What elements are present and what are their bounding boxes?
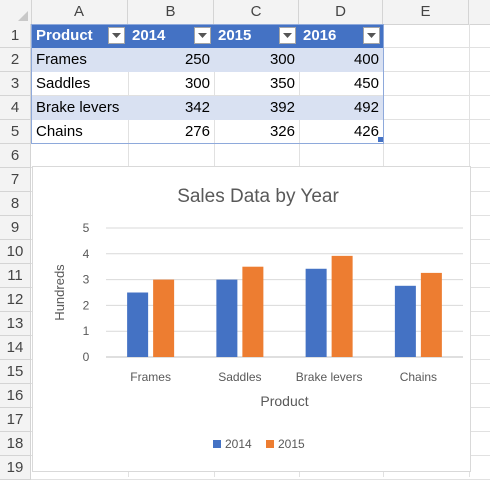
table-cell-value[interactable]: 342 — [128, 96, 214, 120]
table-header-label: 2015 — [218, 27, 252, 44]
filter-dropdown-button[interactable] — [363, 27, 380, 44]
row-header[interactable]: 19 — [0, 456, 31, 480]
row-header[interactable]: 17 — [0, 408, 31, 432]
bar-2015-saddles — [242, 266, 264, 357]
chevron-down-icon — [112, 33, 121, 38]
chart-canvas: Sales Data by Year 0 1 2 3 4 5 Hundreds Frames Sa… — [52, 186, 463, 451]
table-cell-value[interactable]: 350 — [269, 75, 295, 92]
chart[interactable]: Sales Data by Year 0 1 2 3 4 5 Hundreds Frames Sa… — [32, 166, 471, 472]
bar-2015-chains — [420, 272, 442, 357]
y-tick-label: 1 — [83, 324, 90, 338]
legend-label-2014: 2014 — [225, 437, 252, 451]
chevron-down-icon — [367, 33, 376, 38]
row-header[interactable]: 10 — [0, 240, 31, 264]
table-cell-value[interactable]: 326 — [269, 123, 295, 140]
table-cell-value[interactable]: 300 — [214, 48, 299, 72]
filter-dropdown-button[interactable] — [279, 27, 296, 44]
legend-swatch-2015 — [266, 440, 274, 448]
x-tick-label: Brake levers — [296, 370, 363, 384]
select-all-triangle-icon — [18, 11, 28, 21]
filter-dropdown-button[interactable] — [108, 27, 125, 44]
bar-2014-brake-levers — [305, 268, 327, 357]
row-header[interactable]: 2 — [0, 48, 31, 72]
select-all-corner[interactable] — [0, 0, 32, 24]
column-header-c[interactable]: C — [214, 0, 299, 24]
column-header-e[interactable]: E — [383, 0, 469, 24]
table-cell-value[interactable]: 300 — [184, 75, 210, 92]
table-cell-product[interactable]: Brake levers — [32, 96, 128, 120]
table-cell-value[interactable]: 492 — [299, 96, 383, 120]
row-header[interactable]: 12 — [0, 288, 31, 312]
column-header-d[interactable]: D — [299, 0, 383, 24]
table-cell-value[interactable]: 250 — [128, 48, 214, 72]
row-header[interactable]: 14 — [0, 336, 31, 360]
x-tick-label: Frames — [130, 370, 171, 384]
bar-2014-chains — [394, 285, 416, 357]
filter-dropdown-button[interactable] — [194, 27, 211, 44]
row-header[interactable]: 8 — [0, 192, 31, 216]
legend-label-2015: 2015 — [278, 437, 305, 451]
x-tick-label: Chains — [400, 370, 437, 384]
bar-2015-frames — [153, 279, 175, 357]
chevron-down-icon — [283, 33, 292, 38]
row-header[interactable]: 1 — [0, 24, 31, 48]
y-tick-label: 0 — [83, 350, 90, 364]
column-header-b[interactable]: B — [128, 0, 214, 24]
row-header[interactable]: 3 — [0, 72, 31, 96]
row-header[interactable]: 16 — [0, 384, 31, 408]
table-resize-handle[interactable] — [378, 137, 383, 142]
legend-swatch-2014 — [213, 440, 221, 448]
row-header[interactable]: 6 — [0, 144, 31, 168]
table-cell-value[interactable]: 450 — [353, 75, 379, 92]
row-header[interactable]: 4 — [0, 96, 31, 120]
y-tick-label: 2 — [83, 298, 90, 312]
table-cell-value[interactable]: 392 — [214, 96, 299, 120]
column-header-a[interactable]: A — [31, 0, 128, 24]
table-cell-value[interactable]: 400 — [299, 48, 383, 72]
y-tick-label: 3 — [83, 273, 90, 287]
table-cell-product[interactable]: Frames — [32, 48, 128, 72]
row-header[interactable]: 15 — [0, 360, 31, 384]
table-cell-product[interactable]: Chains — [36, 123, 83, 140]
y-tick-label: 4 — [83, 247, 90, 261]
table-cell-value[interactable]: 426 — [353, 123, 379, 140]
row-header[interactable]: 7 — [0, 168, 31, 192]
chevron-down-icon — [198, 33, 207, 38]
row-header[interactable]: 11 — [0, 264, 31, 288]
table-cell-product[interactable]: Saddles — [36, 75, 91, 92]
row-header[interactable]: 5 — [0, 120, 31, 144]
gridline-horizontal — [31, 95, 490, 96]
chart-title: Sales Data by Year — [177, 186, 339, 207]
y-tick-label: 5 — [83, 221, 90, 235]
x-tick-label: Saddles — [218, 370, 261, 384]
bar-2015-brake-levers — [331, 255, 353, 357]
table-header-label: Product — [36, 27, 93, 44]
row-header[interactable]: 18 — [0, 432, 31, 456]
bar-2014-saddles — [216, 279, 238, 357]
table-header-label: 2014 — [132, 27, 166, 44]
row-header[interactable]: 13 — [0, 312, 31, 336]
x-axis-label: Product — [260, 393, 308, 409]
row-header[interactable]: 9 — [0, 216, 31, 240]
table-header-label: 2016 — [303, 27, 337, 44]
y-axis-label: Hundreds — [52, 264, 67, 321]
table-cell-value[interactable]: 276 — [184, 123, 210, 140]
bar-2014-frames — [127, 292, 149, 357]
